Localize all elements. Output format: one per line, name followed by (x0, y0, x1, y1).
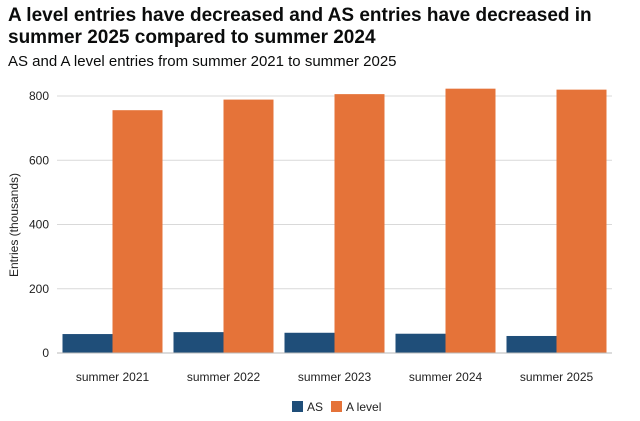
x-tick-label: summer 2025 (520, 370, 594, 384)
y-tick-label: 800 (29, 89, 49, 103)
bar-a-level (112, 110, 163, 354)
bar-as (62, 334, 113, 353)
bar-as (506, 335, 557, 353)
x-tick-label: summer 2024 (409, 370, 483, 384)
bar-as (284, 332, 335, 353)
legend-label: AS (307, 400, 323, 414)
bar-a-level (445, 88, 496, 354)
bar-as (173, 332, 224, 353)
legend-swatch (292, 401, 303, 412)
bars (62, 88, 607, 354)
bar-a-level (223, 99, 274, 353)
y-axis-ticks: 0 200 400 600 800 (29, 89, 49, 360)
y-tick-label: 200 (29, 282, 49, 296)
y-tick-label: 600 (29, 153, 49, 167)
legend: AS A level (292, 400, 381, 414)
x-tick-label: summer 2022 (187, 370, 261, 384)
bar-as (395, 333, 446, 353)
x-tick-label: summer 2021 (76, 370, 150, 384)
y-tick-label: 0 (42, 346, 49, 360)
bar-a-level (334, 94, 385, 353)
legend-swatch (331, 401, 342, 412)
x-axis-ticks: summer 2021 summer 2022 summer 2023 summer … (76, 370, 594, 384)
y-axis-label: Entries (thousands) (7, 173, 21, 277)
y-tick-label: 400 (29, 218, 49, 232)
chart-title: A level entries have decreased and AS en… (8, 5, 592, 48)
x-tick-label: summer 2023 (298, 370, 372, 384)
legend-label: A level (346, 400, 381, 414)
chart-subtitle: AS and A level entries from summer 2021 … (8, 53, 397, 70)
bar-a-level (556, 89, 607, 354)
